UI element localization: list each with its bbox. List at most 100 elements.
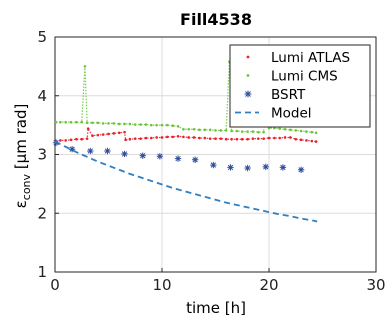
series-model xyxy=(54,140,318,223)
y-tick-label: 5 xyxy=(37,28,47,46)
data-point xyxy=(235,129,239,133)
data-point xyxy=(305,130,308,133)
data-point xyxy=(278,127,282,130)
data-point xyxy=(166,123,169,127)
data-point xyxy=(86,127,90,130)
data-point xyxy=(198,136,201,140)
series-lumi-cms xyxy=(54,60,318,135)
data-point xyxy=(299,138,303,142)
data-point xyxy=(69,120,73,124)
data-point xyxy=(257,130,260,134)
legend-swatch xyxy=(246,55,250,59)
data-point xyxy=(117,122,121,126)
data-point xyxy=(133,137,137,140)
data-point xyxy=(262,137,265,140)
data-point xyxy=(246,137,249,141)
x-tick-label: 30 xyxy=(366,276,385,294)
data-point xyxy=(75,120,78,124)
data-point xyxy=(101,122,105,125)
y-tick-label: 1 xyxy=(37,263,47,281)
data-point xyxy=(128,122,132,126)
data-point xyxy=(230,129,233,133)
data-point xyxy=(166,135,169,139)
y-axis-label: εconv [μm rad] xyxy=(12,104,33,209)
data-point xyxy=(310,139,314,143)
legend-item: BSRT xyxy=(244,87,306,103)
data-point xyxy=(182,127,185,131)
data-point xyxy=(210,161,217,169)
data-point xyxy=(133,123,137,126)
y-axis-label-units: [μm rad] xyxy=(12,104,30,174)
data-point xyxy=(91,121,94,125)
data-point xyxy=(297,166,305,173)
data-point xyxy=(155,123,158,127)
data-point xyxy=(203,136,207,140)
data-point xyxy=(294,129,298,132)
data-point xyxy=(219,137,223,140)
data-point xyxy=(96,121,100,125)
data-point xyxy=(187,136,191,139)
data-point xyxy=(171,135,174,139)
data-point xyxy=(182,135,185,139)
data-point xyxy=(267,136,271,140)
legend: Lumi ATLAS Lumi CMS BSRT Model xyxy=(229,44,371,128)
legend-label: Lumi ATLAS xyxy=(271,50,350,66)
data-point xyxy=(107,132,110,136)
y-tick-label: 4 xyxy=(37,87,47,105)
data-point xyxy=(214,137,217,140)
legend-item: Lumi ATLAS xyxy=(246,50,350,66)
data-point xyxy=(191,156,199,163)
data-point xyxy=(123,122,126,126)
data-point xyxy=(251,130,255,133)
data-point xyxy=(176,134,180,138)
data-point xyxy=(85,121,89,125)
series-bsrt xyxy=(52,139,305,173)
data-point xyxy=(262,130,265,134)
data-point xyxy=(144,123,148,126)
data-point xyxy=(279,164,287,171)
y-axis-label-subscript: conv xyxy=(20,173,33,200)
legend-item: Model xyxy=(235,106,312,122)
data-point xyxy=(91,134,94,137)
data-point xyxy=(314,140,318,143)
axis-ticks xyxy=(54,36,377,273)
data-point xyxy=(289,128,292,132)
data-point xyxy=(68,146,76,153)
data-point xyxy=(128,137,132,141)
series-trace xyxy=(55,126,317,143)
data-point xyxy=(240,130,244,133)
data-point xyxy=(198,128,201,132)
data-point xyxy=(208,128,212,132)
data-point xyxy=(54,120,58,124)
data-point xyxy=(171,124,174,128)
data-point xyxy=(246,130,249,133)
data-point xyxy=(203,128,207,132)
data-point xyxy=(257,137,260,140)
data-point xyxy=(214,129,217,132)
x-tick-label: 0 xyxy=(50,276,60,294)
y-tick-label: 3 xyxy=(37,146,47,164)
data-point xyxy=(262,163,269,171)
data-point xyxy=(187,127,191,131)
data-point xyxy=(59,120,62,124)
data-point xyxy=(294,137,298,141)
data-point xyxy=(85,137,89,140)
data-point xyxy=(124,138,127,142)
data-point xyxy=(96,133,100,137)
data-point xyxy=(227,164,234,171)
data-point xyxy=(192,127,196,131)
data-point xyxy=(310,130,314,134)
data-point xyxy=(224,129,228,132)
y-tick-label: 2 xyxy=(37,204,47,222)
data-point xyxy=(314,131,318,135)
data-point xyxy=(112,132,116,135)
data-point xyxy=(240,137,244,141)
data-point xyxy=(123,130,126,134)
data-point xyxy=(176,125,180,128)
x-tick-label: 20 xyxy=(259,276,278,294)
data-point xyxy=(59,139,62,142)
data-point xyxy=(80,120,84,124)
legend-swatch xyxy=(246,74,250,77)
data-point xyxy=(155,136,158,139)
